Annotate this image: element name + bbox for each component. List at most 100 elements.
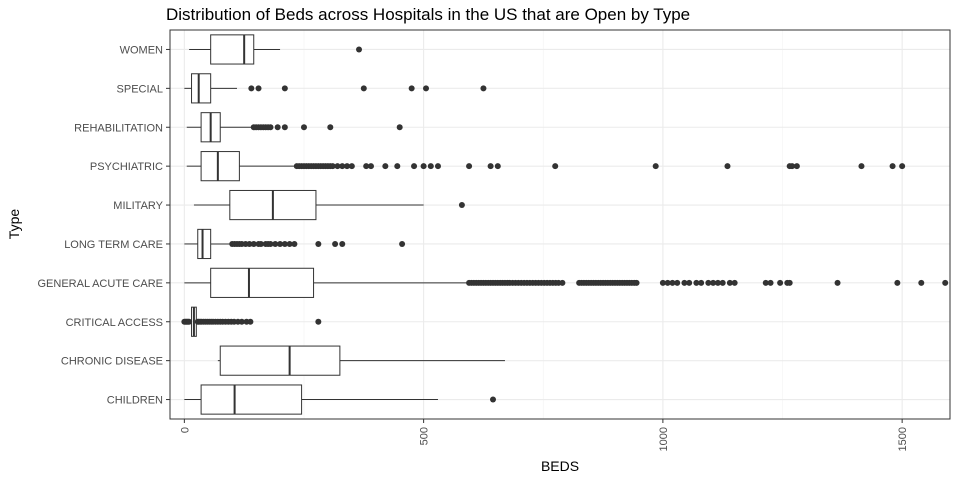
box-iqr	[200, 151, 240, 182]
outlier-point	[918, 279, 925, 286]
chart-title: Distribution of Beds across Hospitals in…	[166, 5, 690, 24]
outlier-point	[334, 163, 341, 170]
outlier-point	[274, 124, 281, 131]
outlier-point	[360, 85, 367, 92]
box-long-term-care	[184, 228, 406, 260]
outlier-point	[674, 279, 681, 286]
x-axis-title: BEDS	[541, 458, 579, 474]
outlier-point	[281, 124, 288, 131]
y-tick-label: MILITARY	[113, 200, 163, 212]
box-iqr	[210, 267, 315, 298]
box-women	[189, 34, 363, 65]
box-critical-access	[181, 306, 322, 337]
outlier-point	[238, 318, 245, 325]
box-rehabilitation	[186, 112, 403, 143]
outlier-point	[286, 240, 293, 247]
outlier-point	[420, 163, 427, 170]
x-tick-label: 1500	[897, 427, 909, 451]
box-military	[193, 189, 465, 221]
outlier-point	[315, 240, 322, 247]
outlier-point	[466, 163, 473, 170]
outlier-point	[714, 279, 721, 286]
outlier-point	[423, 85, 430, 92]
outlier-point	[789, 163, 796, 170]
outlier-point	[186, 318, 193, 325]
outlier-point	[786, 279, 793, 286]
y-tick-label: SPECIAL	[117, 83, 163, 95]
outlier-point	[332, 240, 339, 247]
outlier-point	[255, 85, 262, 92]
y-axis-title: Type	[6, 209, 22, 240]
outlier-point	[724, 163, 731, 170]
box-iqr	[200, 384, 303, 415]
outlier-point	[669, 279, 676, 286]
outlier-point	[710, 279, 717, 286]
outlier-point	[344, 163, 351, 170]
outlier-point	[942, 279, 949, 286]
y-tick-label: REHABILITATION	[74, 122, 163, 134]
outlier-point	[427, 163, 434, 170]
box-series	[181, 34, 949, 415]
outlier-point	[889, 163, 896, 170]
y-tick-label: CHRONIC DISEASE	[61, 356, 163, 368]
outlier-point	[731, 279, 738, 286]
y-tick-label: LONG TERM CARE	[64, 239, 163, 251]
outlier-point	[698, 279, 705, 286]
outlier-point	[348, 163, 355, 170]
outlier-point	[487, 163, 494, 170]
outlier-point	[281, 85, 288, 92]
y-tick-label: WOMEN	[120, 44, 163, 56]
outlier-point	[247, 318, 254, 325]
outlier-point	[705, 279, 712, 286]
outlier-point	[686, 279, 693, 286]
outlier-point	[315, 318, 322, 325]
outlier-point	[248, 85, 255, 92]
x-axis-ticks: 0 500 1000 1500	[179, 419, 909, 451]
outlier-point	[281, 240, 288, 247]
outlier-point	[367, 163, 374, 170]
outlier-point	[327, 124, 334, 131]
y-tick-label: CRITICAL ACCESS	[66, 317, 163, 329]
outlier-point	[681, 279, 688, 286]
outlier-point	[382, 163, 389, 170]
box-iqr	[219, 345, 341, 376]
x-tick-label: 500	[419, 427, 431, 445]
outlier-point	[458, 202, 465, 209]
outlier-point	[793, 163, 800, 170]
outlier-point	[434, 163, 441, 170]
y-axis-ticks: CHILDREN CHRONIC DISEASE CRITICAL ACCESS GE…	[37, 44, 170, 407]
outlier-point	[894, 279, 901, 286]
box-chronic-disease	[217, 345, 505, 376]
box-iqr	[210, 34, 255, 65]
outlier-point	[396, 124, 403, 131]
outlier-point	[339, 163, 346, 170]
outlier-point	[652, 163, 659, 170]
y-tick-label: GENERAL ACUTE CARE	[37, 278, 163, 290]
outlier-point	[494, 163, 501, 170]
outlier-point	[659, 279, 666, 286]
outlier-point	[250, 240, 257, 247]
outlier-point	[762, 279, 769, 286]
outlier-point	[552, 163, 559, 170]
outlier-point	[693, 279, 700, 286]
outlier-point	[633, 279, 640, 286]
outlier-point	[767, 279, 774, 286]
outlier-point	[719, 279, 726, 286]
box-special	[184, 73, 487, 104]
outlier-point	[363, 163, 370, 170]
box-children	[184, 384, 497, 415]
outlier-point	[777, 279, 784, 286]
box-iqr	[197, 228, 212, 260]
box-iqr	[191, 73, 212, 104]
outlier-point	[257, 240, 264, 247]
outlier-point	[834, 279, 841, 286]
outlier-point	[394, 163, 401, 170]
y-tick-label: CHILDREN	[107, 395, 163, 407]
outlier-point	[858, 163, 865, 170]
x-tick-label: 1000	[658, 427, 670, 451]
outlier-point	[339, 240, 346, 247]
box-general-acute-care	[184, 267, 949, 298]
outlier-point	[408, 85, 415, 92]
outlier-point	[480, 85, 487, 92]
